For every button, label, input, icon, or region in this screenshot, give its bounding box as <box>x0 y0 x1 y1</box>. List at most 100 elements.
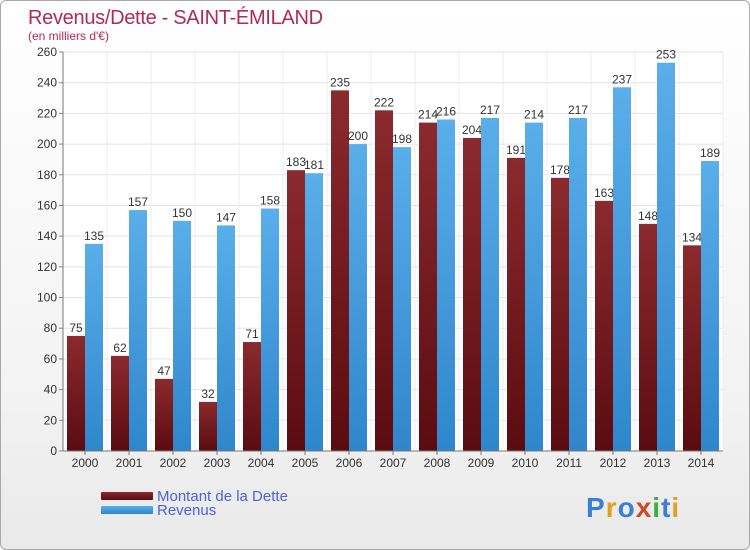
bar-revenus <box>349 144 367 452</box>
y-tick-label: 40 <box>44 383 58 397</box>
data-label-revenus: 158 <box>260 194 280 208</box>
bar-revenus <box>217 225 235 451</box>
bar-dette <box>419 122 437 451</box>
legend-item-revenus: Revenus <box>101 501 217 519</box>
legend-swatch-dette <box>101 492 153 500</box>
data-label-dette: 62 <box>113 341 127 355</box>
bar-dette <box>67 335 85 451</box>
y-tick-label: 180 <box>37 168 57 182</box>
chart-subtitle: (en milliers d'€) <box>28 29 109 43</box>
x-tick-label: 2001 <box>116 456 143 470</box>
x-tick-label: 2014 <box>688 456 715 470</box>
x-tick-label: 2000 <box>72 456 99 470</box>
bar-revenus <box>481 117 499 451</box>
y-tick-label: 200 <box>37 137 57 151</box>
data-label-dette: 47 <box>157 364 171 378</box>
y-tick-label: 160 <box>37 198 57 212</box>
bar-revenus <box>85 243 103 451</box>
y-tick-label: 240 <box>37 76 57 90</box>
x-tick-label: 2013 <box>644 456 671 470</box>
proxiti-logo: Proxiti <box>586 492 681 523</box>
data-label-revenus: 150 <box>172 206 192 220</box>
data-label-revenus: 237 <box>612 72 632 86</box>
x-tick-label: 2012 <box>600 456 627 470</box>
x-tick-label: 2003 <box>204 456 231 470</box>
x-tick-label: 2004 <box>248 456 275 470</box>
data-label-revenus: 253 <box>656 48 676 62</box>
bar-revenus <box>657 62 675 451</box>
x-tick-label: 2009 <box>468 456 495 470</box>
bar-revenus <box>129 210 147 451</box>
data-label-dette: 134 <box>682 230 702 244</box>
data-label-revenus: 217 <box>568 103 588 117</box>
bar-revenus <box>437 119 455 452</box>
y-tick-label: 260 <box>37 45 57 59</box>
x-tick-label: 2008 <box>424 456 451 470</box>
data-label-dette: 204 <box>462 123 482 137</box>
x-tick-label: 2006 <box>336 456 363 470</box>
x-tick-label: 2002 <box>160 456 187 470</box>
bar-dette <box>463 137 481 451</box>
bar-revenus <box>305 173 323 451</box>
data-label-dette: 191 <box>506 143 526 157</box>
y-tick-label: 220 <box>37 106 57 120</box>
legend-item-dette: Montant de la Dette <box>101 487 288 505</box>
bar-dette <box>287 170 305 451</box>
bar-revenus <box>261 208 279 451</box>
data-label-dette: 71 <box>245 327 259 341</box>
data-label-dette: 183 <box>286 155 306 169</box>
y-tick-label: 60 <box>44 352 58 366</box>
bar-dette <box>639 223 657 451</box>
x-tick-label: 2010 <box>512 456 539 470</box>
data-label-dette: 75 <box>69 321 83 335</box>
bar-dette <box>683 245 701 451</box>
bar-revenus <box>613 87 631 452</box>
bar-revenus <box>173 220 191 451</box>
legend-label-dette: Montant de la Dette <box>157 487 288 505</box>
bar-revenus <box>569 117 587 451</box>
data-label-revenus: 198 <box>392 132 412 146</box>
data-label-revenus: 147 <box>216 210 236 224</box>
data-label-revenus: 181 <box>304 158 324 172</box>
y-tick-label: 140 <box>37 229 57 243</box>
bar-dette <box>243 342 261 451</box>
x-tick-label: 2011 <box>556 456 582 470</box>
chart-title: Revenus/Dette - SAINT-ÉMILAND <box>28 7 323 29</box>
bar-revenus <box>525 122 543 451</box>
y-tick-label: 0 <box>50 444 57 458</box>
bar-dette <box>595 200 613 451</box>
bar-dette <box>155 378 173 451</box>
data-label-dette: 163 <box>594 186 614 200</box>
data-label-revenus: 216 <box>436 105 456 119</box>
y-tick-label: 20 <box>44 413 58 427</box>
data-label-revenus: 135 <box>84 229 104 243</box>
bar-revenus <box>393 147 411 451</box>
data-label-dette: 32 <box>201 387 215 401</box>
data-label-dette: 178 <box>550 163 570 177</box>
bar-dette <box>331 90 349 451</box>
data-label-revenus: 217 <box>480 103 500 117</box>
data-label-revenus: 189 <box>700 146 720 160</box>
bar-dette <box>507 157 525 451</box>
y-tick-label: 100 <box>37 291 57 305</box>
x-tick-label: 2007 <box>380 456 407 470</box>
bar-dette <box>111 355 129 451</box>
bar-dette <box>375 110 393 452</box>
data-label-dette: 148 <box>638 209 658 223</box>
data-label-dette: 214 <box>418 108 438 122</box>
data-label-revenus: 214 <box>524 108 544 122</box>
x-tick-label: 2005 <box>292 456 319 470</box>
data-label-dette: 235 <box>330 75 350 89</box>
legend-label-revenus: Revenus <box>157 501 217 519</box>
data-label-revenus: 200 <box>348 129 368 143</box>
bar-revenus <box>701 160 719 451</box>
data-label-dette: 222 <box>374 95 394 109</box>
legend-swatch-revenus <box>101 506 153 514</box>
bar-dette <box>551 177 569 452</box>
data-label-revenus: 157 <box>128 195 148 209</box>
y-tick-label: 80 <box>44 321 58 335</box>
bar-dette <box>199 401 217 451</box>
y-tick-label: 120 <box>37 260 57 274</box>
